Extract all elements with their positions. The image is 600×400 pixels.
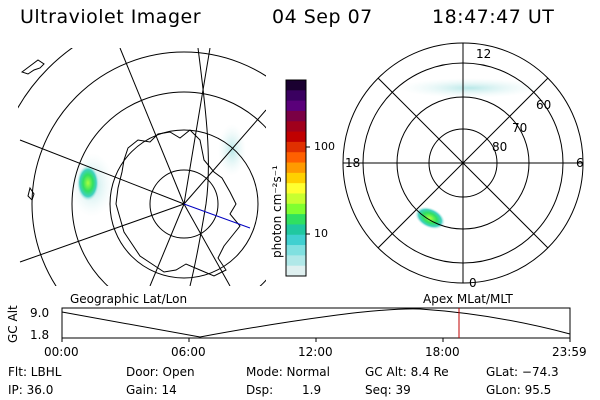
color-scale-stripe bbox=[286, 131, 306, 143]
mlt-label-6: 6 bbox=[576, 156, 584, 170]
geo-latitude-status: GLat: −74.3 bbox=[486, 365, 559, 379]
mode-status: Mode: Normal bbox=[246, 365, 330, 379]
faint-emission-east bbox=[218, 124, 246, 176]
magnetic-projection-label: Apex MLat/MLT bbox=[423, 292, 513, 306]
timeline-x-tick-1200: 12:00 bbox=[298, 345, 333, 359]
coastline-island bbox=[27, 186, 35, 201]
colorbar-unit-label: photon cm⁻²s⁻¹ bbox=[270, 165, 284, 258]
coastline bbox=[115, 129, 241, 277]
color-scale-stripe bbox=[286, 121, 306, 133]
mlt-line-diag bbox=[377, 77, 549, 249]
timeline-y-tick-min: 1.8 bbox=[30, 328, 50, 342]
lat-circle bbox=[109, 129, 259, 279]
color-scale-stripe bbox=[286, 224, 306, 236]
timeline-x-tick-1800: 18:00 bbox=[425, 345, 460, 359]
mlat-label-60: 60 bbox=[536, 98, 552, 112]
color-scale-stripe bbox=[286, 203, 306, 215]
mlt-label-0: 0 bbox=[469, 276, 477, 290]
ip-status: IP: 36.0 bbox=[8, 383, 54, 397]
mlt-label-18: 18 bbox=[345, 156, 361, 170]
color-scale-stripe bbox=[286, 245, 306, 256]
lon-line bbox=[19, 203, 185, 263]
color-scale-stripe bbox=[286, 265, 306, 277]
date-label: 04 Sep 07 bbox=[272, 6, 373, 28]
meridian-curve bbox=[189, 48, 209, 286]
color-scale-stripe bbox=[286, 255, 306, 267]
altitude-curve bbox=[61, 308, 571, 338]
timeline-x-tick-0600: 06:00 bbox=[171, 345, 206, 359]
aurora-emission-left bbox=[77, 165, 99, 201]
lat-circle bbox=[149, 169, 219, 239]
geo-longitude-status: GLon: 95.5 bbox=[486, 383, 552, 397]
door-status: Door: Open bbox=[126, 365, 195, 379]
color-scale-stripe bbox=[286, 172, 306, 184]
aurora-emission-right bbox=[414, 206, 446, 230]
timeline-x-tick-0000: 00:00 bbox=[44, 345, 79, 359]
lon-line bbox=[183, 203, 231, 286]
sequence-status: Seq: 39 bbox=[365, 383, 411, 397]
color-scale-stripe bbox=[286, 152, 306, 164]
timeline-frame bbox=[61, 307, 571, 339]
look-direction-line bbox=[183, 203, 251, 229]
color-scale-stripe bbox=[286, 80, 306, 91]
altitude-timeline bbox=[61, 307, 571, 342]
color-scale-stripe bbox=[286, 234, 306, 246]
lon-line bbox=[149, 203, 185, 286]
coastline-south-america bbox=[20, 59, 45, 75]
colorbar-tick-100: 100 bbox=[314, 140, 335, 153]
dsp-label: Dsp: bbox=[246, 383, 274, 397]
color-scale-bar bbox=[286, 80, 306, 277]
color-scale-stripe bbox=[286, 90, 306, 102]
lat-circle bbox=[31, 51, 266, 286]
colorbar-tick-10: 10 bbox=[314, 227, 328, 240]
filter-status: Flt: LBHL bbox=[8, 365, 62, 379]
dsp-value: 1.9 bbox=[302, 383, 322, 397]
timeline-y-tick-max: 9.0 bbox=[30, 306, 50, 320]
gain-status: Gain: 14 bbox=[126, 383, 177, 397]
magnetic-polar-plot bbox=[342, 42, 584, 284]
geographic-projection-label: Geographic Lat/Lon bbox=[70, 292, 188, 306]
color-scale-stripe bbox=[286, 110, 306, 122]
lat-circle bbox=[71, 91, 266, 286]
color-scale-stripe bbox=[286, 214, 306, 225]
time-label: 18:47:47 UT bbox=[432, 6, 555, 28]
color-scale-frame bbox=[285, 79, 307, 277]
color-scale-stripe bbox=[286, 183, 306, 194]
color-scale-stripe bbox=[286, 162, 306, 174]
lon-line bbox=[183, 109, 266, 205]
instrument-title: Ultraviolet Imager bbox=[20, 6, 202, 28]
timeline-x-tick-2359: 23:59 bbox=[552, 345, 587, 359]
lon-line bbox=[183, 48, 211, 205]
gc-altitude-status: GC Alt: 8.4 Re bbox=[365, 365, 449, 379]
color-scale-stripe bbox=[286, 100, 306, 112]
color-scale-stripe bbox=[286, 141, 306, 153]
geographic-map bbox=[18, 48, 266, 286]
mlat-label-70: 70 bbox=[512, 121, 528, 135]
mlt-label-12: 12 bbox=[476, 47, 492, 61]
color-scale-stripe bbox=[286, 193, 306, 205]
lon-line bbox=[19, 139, 185, 205]
timeline-y-label: GC Alt bbox=[6, 305, 20, 343]
faint-oval bbox=[400, 78, 540, 98]
mlat-label-80: 80 bbox=[492, 140, 508, 154]
lon-line bbox=[119, 48, 185, 205]
